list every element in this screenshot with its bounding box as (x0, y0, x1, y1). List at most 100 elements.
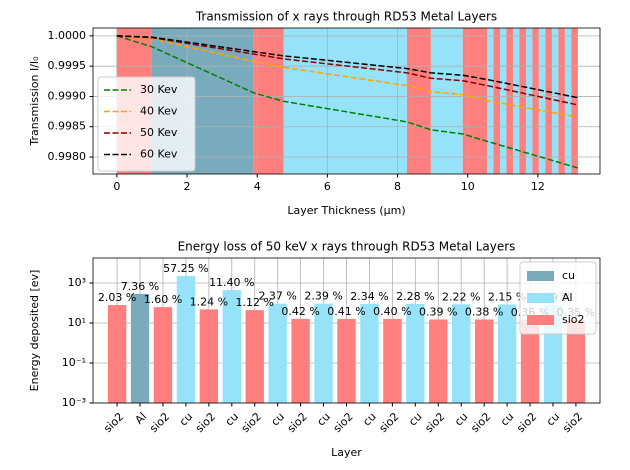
bar-label: 1.24 % (190, 295, 228, 308)
data-line (116, 35, 579, 118)
bar-label: 2.39 % (304, 290, 342, 303)
bar-label: 0.40 % (373, 305, 411, 318)
bar-label: 2.37 % (258, 290, 296, 303)
bar-label: 1.12 % (236, 296, 274, 309)
bar-label: 2.03 % (98, 291, 136, 304)
x-tick-label: 4 (254, 180, 261, 193)
layer-span (519, 28, 526, 174)
plot-frame (92, 257, 601, 404)
bar-label: 0.38 % (465, 305, 503, 318)
layer-span (564, 28, 572, 174)
x-tick-label: sio2 (331, 410, 356, 435)
x-tick-label: 0 (113, 180, 120, 193)
x-tick-label: Al (133, 410, 150, 427)
layer-span (253, 28, 284, 174)
bar (153, 307, 173, 403)
layer-span (500, 28, 507, 174)
layer-span (551, 28, 559, 174)
x-axis-label: Layer Thickness (μm) (287, 204, 405, 217)
bar (429, 319, 448, 403)
x-tick-label: sio2 (285, 410, 310, 435)
bar-label: 2.34 % (350, 290, 388, 303)
x-tick-label: sio2 (377, 410, 402, 435)
bar (314, 303, 333, 403)
legend-label: 50 Kev (140, 126, 178, 139)
y-axis-label: Transmission I/I₀ (28, 56, 41, 147)
y-tick-label: 10⁻¹ (62, 356, 86, 369)
layer-span (545, 28, 552, 174)
layer-span (430, 28, 463, 174)
data-line (116, 35, 579, 99)
bar-label: 57.25 % (163, 262, 208, 275)
bar (268, 303, 287, 403)
chart-title: Energy loss of 50 keV x rays through RD5… (178, 240, 516, 254)
layer-span (571, 28, 578, 174)
legend-swatch (527, 315, 554, 325)
y-tick-label: 1.0000 (48, 29, 87, 42)
bar-label: 2.22 % (442, 290, 480, 303)
bar (107, 305, 127, 403)
layer-span (493, 28, 501, 174)
x-tick-label: 10 (461, 180, 475, 193)
layer-span (538, 28, 546, 174)
bar (360, 303, 379, 403)
x-tick-label: sio2 (468, 410, 493, 435)
layer-span (506, 28, 513, 174)
legend-swatch (527, 293, 554, 303)
layer-span (532, 28, 539, 174)
x-tick-label: sio2 (193, 410, 218, 435)
x-tick-label: sio2 (147, 410, 172, 435)
legend-label: 30 Kev (140, 83, 178, 96)
bar-label: 0.41 % (327, 305, 365, 318)
y-tick-label: 10⁻³ (62, 396, 86, 409)
bar (474, 319, 494, 403)
bar (337, 318, 356, 403)
bar (291, 318, 310, 403)
bar-label: 11.40 % (209, 276, 254, 289)
layer-span (407, 28, 431, 174)
bar-label: 2.15 % (488, 291, 526, 304)
bar (222, 290, 241, 403)
bar (176, 276, 196, 403)
x-axis-label: Layer (331, 446, 362, 459)
legend-label: 40 Kev (140, 105, 178, 118)
bar (383, 318, 402, 403)
x-tick-label: 2 (184, 180, 191, 193)
legend-swatch (527, 271, 554, 281)
layer-span (525, 28, 533, 174)
layer-span (283, 28, 408, 174)
bar-label: 2.28 % (396, 290, 434, 303)
legend-label: 60 Kev (140, 148, 178, 161)
chart-title: Transmission of x rays through RD53 Meta… (195, 10, 497, 24)
x-tick-label: 6 (324, 180, 331, 193)
data-line (116, 35, 579, 106)
layer-span (558, 28, 565, 174)
y-tick-label: 0.9995 (48, 59, 87, 72)
x-tick-label: 8 (394, 180, 401, 193)
bar (406, 304, 425, 403)
bar (452, 304, 471, 403)
x-tick-label: sio2 (239, 410, 264, 435)
plot-frame (92, 27, 601, 175)
bar (199, 309, 219, 403)
bar (245, 310, 264, 403)
y-tick-label: 0.9980 (48, 150, 87, 163)
bar-label: 0.39 % (419, 305, 457, 318)
bar (566, 320, 586, 403)
x-tick-label: 12 (531, 180, 545, 193)
x-tick-label: sio2 (514, 410, 539, 435)
legend-label: Al (562, 291, 573, 304)
x-tick-label: sio2 (101, 410, 126, 435)
y-tick-label: 10¹ (68, 316, 86, 329)
bar-label: 1.60 % (144, 293, 182, 306)
x-tick-label: sio2 (560, 410, 585, 435)
legend-box (97, 76, 196, 172)
y-tick-label: 0.9990 (48, 89, 87, 102)
x-tick-label: sio2 (422, 410, 447, 435)
bar-label: 7.36 % (121, 280, 159, 293)
data-line (116, 35, 579, 169)
bar (130, 293, 150, 403)
y-tick-label: 10³ (68, 276, 86, 289)
legend-label: sio2 (562, 313, 585, 326)
